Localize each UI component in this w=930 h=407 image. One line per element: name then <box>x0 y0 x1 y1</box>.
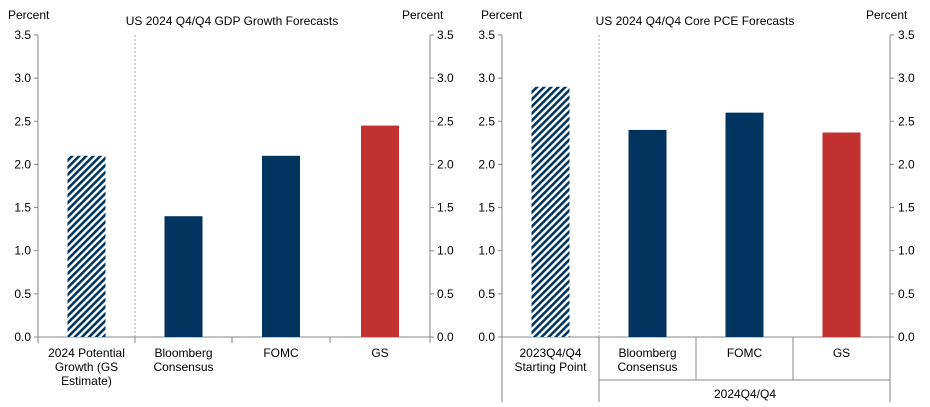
bar <box>262 155 300 337</box>
chart-title: US 2024 Q4/Q4 GDP Growth Forecasts <box>126 14 339 28</box>
y-tick-label-right: 1.0 <box>437 244 454 258</box>
y-axis-label-left: Percent <box>8 8 50 22</box>
y-tick-label-right: 0.0 <box>437 330 454 344</box>
y-tick-label-right: 2.0 <box>437 157 454 171</box>
y-tick-label-right: 1.0 <box>898 244 915 258</box>
bar <box>822 132 861 337</box>
y-tick-label-left: 1.5 <box>478 201 495 215</box>
category-label: 2024 Potential Growth (GS Estimate) <box>48 346 125 388</box>
bar <box>67 155 106 337</box>
y-tick-label-left: 0.5 <box>14 287 31 301</box>
bar <box>164 216 203 337</box>
y-tick-label-left: 2.0 <box>478 157 495 171</box>
y-tick-label-right: 3.0 <box>898 71 915 85</box>
y-tick-label-right: 2.5 <box>898 114 915 128</box>
y-tick-label-right: 0.5 <box>437 287 454 301</box>
bar <box>531 86 570 338</box>
core-pce-chart: US 2024 Q4/Q4 Core PCE Forecasts Percent… <box>478 8 915 402</box>
y-tick-label-left: 0.0 <box>478 330 495 344</box>
chart-title: US 2024 Q4/Q4 Core PCE Forecasts <box>596 14 795 28</box>
y-tick-label-right: 3.5 <box>437 28 454 42</box>
category-label: FOMC <box>727 346 763 360</box>
y-tick-label-left: 3.0 <box>478 71 495 85</box>
y-tick-label-left: 0.0 <box>14 330 31 344</box>
category-label: Bloomberg Consensus <box>617 346 677 374</box>
y-tick-label-right: 1.5 <box>898 201 915 215</box>
gdp-growth-chart: US 2024 Q4/Q4 GDP Growth Forecasts Perce… <box>8 8 454 388</box>
y-tick-label-left: 1.0 <box>14 244 31 258</box>
y-tick-label-left: 1.5 <box>14 201 31 215</box>
y-tick-label-left: 2.0 <box>14 157 31 171</box>
category-label: GS <box>833 346 850 360</box>
y-tick-label-right: 1.5 <box>437 201 454 215</box>
y-tick-label-right: 0.0 <box>898 330 915 344</box>
group-label: 2024Q4/Q4 <box>714 387 776 401</box>
category-label: GS <box>371 346 388 360</box>
bar <box>361 125 399 337</box>
y-tick-label-left: 3.5 <box>478 28 495 42</box>
y-axis-label-right: Percent <box>866 8 908 22</box>
category-label: Bloomberg Consensus <box>153 346 213 374</box>
y-tick-label-left: 3.0 <box>14 71 31 85</box>
y-axis-label-left: Percent <box>481 8 523 22</box>
y-axis-label-right: Percent <box>402 8 444 22</box>
y-tick-label-right: 2.5 <box>437 114 454 128</box>
bar <box>725 112 764 338</box>
category-label: FOMC <box>263 346 299 360</box>
y-tick-label-right: 2.0 <box>898 157 915 171</box>
category-label: 2023Q4/Q4 Starting Point <box>514 346 587 374</box>
y-tick-label-left: 3.5 <box>14 28 31 42</box>
y-tick-label-right: 3.5 <box>898 28 915 42</box>
y-tick-label-left: 1.0 <box>478 244 495 258</box>
y-tick-label-right: 3.0 <box>437 71 454 85</box>
y-tick-label-left: 2.5 <box>478 114 495 128</box>
y-tick-label-left: 2.5 <box>14 114 31 128</box>
y-tick-label-left: 0.5 <box>478 287 495 301</box>
bar <box>628 129 667 337</box>
y-tick-label-right: 0.5 <box>898 287 915 301</box>
